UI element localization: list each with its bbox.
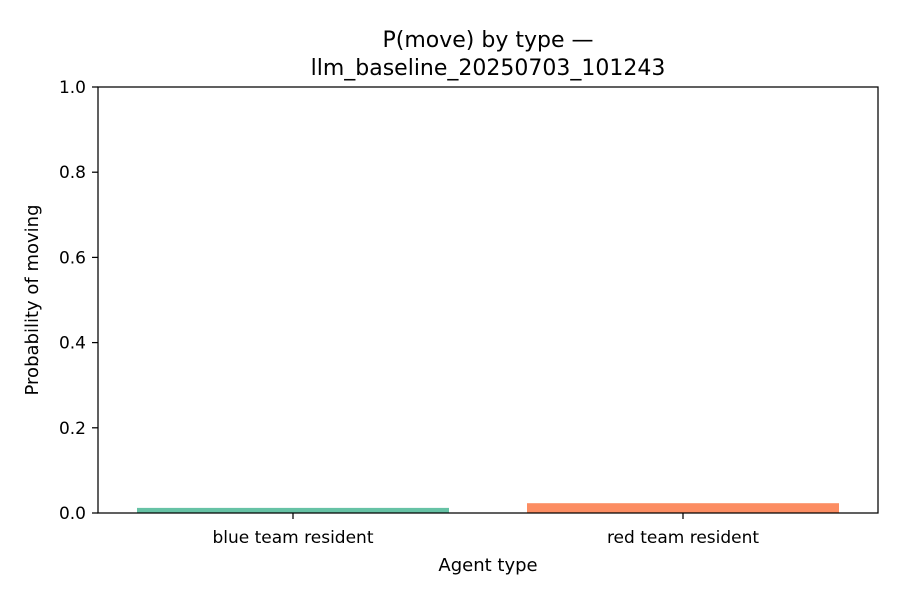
- x-tick-label: red team resident: [607, 528, 759, 548]
- y-tick-label: 0.2: [59, 419, 86, 439]
- x-tick-label: blue team resident: [212, 528, 373, 548]
- bar-red-team-resident: [527, 503, 839, 513]
- y-axis-ticks: 0.0 0.2 0.4 0.6 0.8 1.0: [59, 78, 98, 524]
- bar-blue-team-resident: [137, 507, 449, 513]
- y-tick-label: 1.0: [59, 78, 86, 98]
- x-axis-label: Agent type: [438, 555, 537, 576]
- chart-title-line1: P(move) by type —: [383, 28, 594, 53]
- chart-title-line2: llm_baseline_20250703_101243: [311, 56, 666, 81]
- y-tick-label: 0.8: [59, 163, 86, 183]
- y-tick-label: 0.4: [59, 334, 86, 354]
- y-axis-label: Probability of moving: [22, 205, 43, 396]
- bar-series: [137, 503, 839, 513]
- plot-frame: [97, 86, 879, 514]
- x-axis-ticks: blue team resident red team resident: [212, 513, 759, 548]
- y-tick-label: 0.0: [59, 504, 86, 524]
- y-tick-label: 0.6: [59, 248, 86, 268]
